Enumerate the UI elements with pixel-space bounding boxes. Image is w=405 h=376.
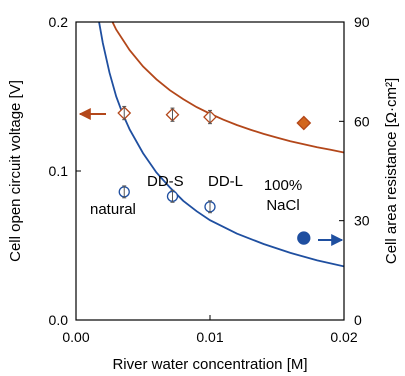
right-y-tick-label: 60: [354, 113, 370, 129]
left-y-axis-label: Cell open circuit voltage [V]: [7, 80, 24, 262]
points-layer: [117, 105, 312, 245]
right-y-tick-label: 30: [354, 213, 370, 229]
resistance-point: [296, 115, 312, 131]
annotation-dd-l: DD-L: [208, 173, 243, 190]
left-y-tick-label: 0.2: [49, 14, 69, 30]
right-y-axis-label: Cell area resistance [Ω·cm²]: [383, 78, 400, 264]
annotation-natural: natural: [90, 201, 136, 218]
left-y-tick-label: 0.1: [49, 163, 69, 179]
right-y-tick-label: 0: [354, 312, 362, 328]
annotation-nacl-line2: NaCl: [266, 197, 299, 214]
ticks-layer: 0.00 0.01 0.02 0.0 0.1 0.2 0 30 60 90: [49, 14, 370, 345]
annotation-nacl-line1: 100%: [264, 177, 302, 194]
right-y-tick-label: 90: [354, 14, 370, 30]
plot-area-frame: [75, 21, 345, 321]
voltage-curve: [98, 22, 344, 268]
x-tick-label: 0.01: [196, 329, 223, 345]
annotation-dd-s: DD-S: [147, 173, 184, 190]
x-axis-label: River water concentration [M]: [112, 356, 307, 373]
x-tick-label: 0.00: [62, 329, 89, 345]
resistance-curve: [111, 22, 344, 154]
curves-layer: [98, 22, 344, 268]
voltage-point: [297, 231, 311, 245]
x-tick-label: 0.02: [330, 329, 357, 345]
left-y-tick-label: 0.0: [49, 312, 69, 328]
